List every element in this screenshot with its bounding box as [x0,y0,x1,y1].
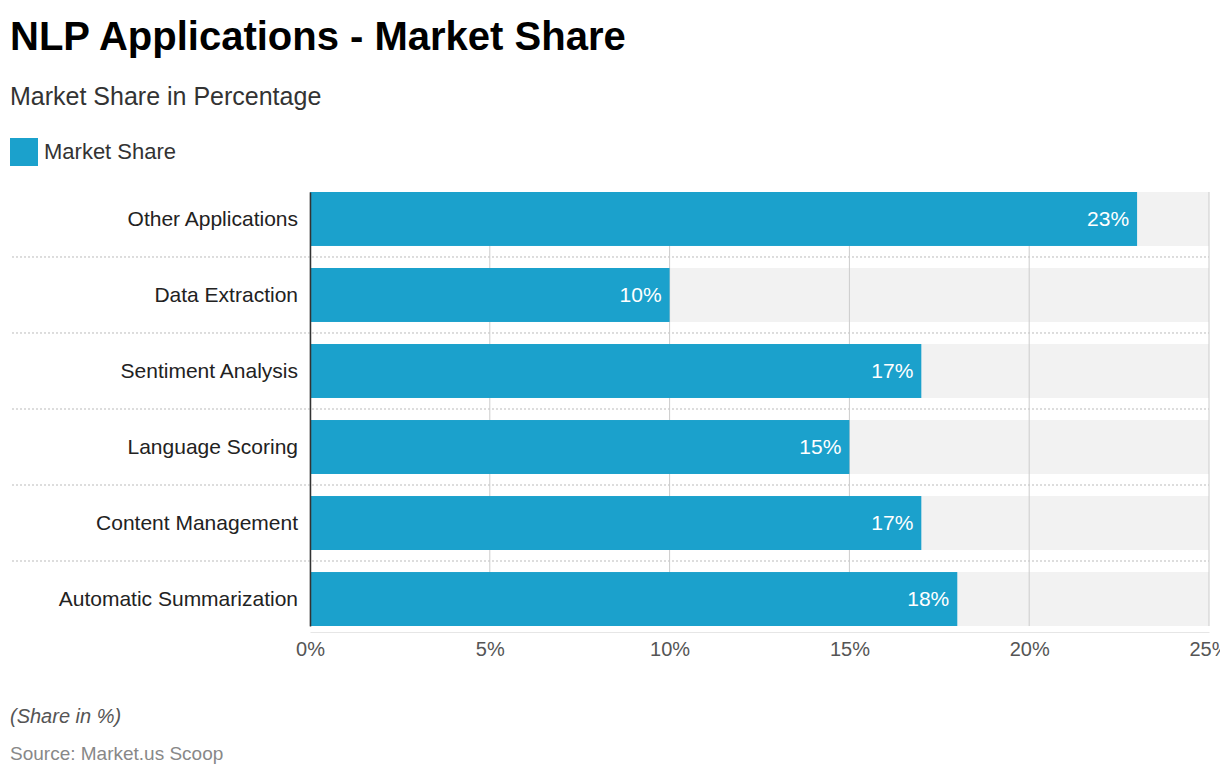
grid-line [1209,192,1210,626]
subtitle: Market Share in Percentage [10,82,321,110]
y-tick: Data Extraction [154,283,310,306]
y-tick: Language Scoring [128,435,310,458]
data-label: 15% [799,435,841,458]
x-tick-label: 10% [650,638,690,660]
data-label: 18% [907,587,949,610]
row-background [310,344,1209,398]
x-axis: 0% 5% 10% 15% 20% 25% [296,632,1220,660]
x-axis-line [311,632,1210,633]
bar [310,572,957,626]
data-label: 17% [871,511,913,534]
grid [310,192,1209,626]
x-tick: 0% [296,632,325,660]
y-axis: Other Applications Data Extraction Sentime… [59,193,311,627]
row-background [310,572,1209,626]
bar [310,268,670,322]
bar [310,192,1137,246]
row-background [310,496,1209,550]
x-tick-label: 15% [830,638,870,660]
data-label: 10% [620,283,662,306]
grid-line [669,192,670,626]
grid-line [1029,192,1030,626]
row-background [310,268,1209,322]
y-tick-label: Automatic Summarization [59,587,298,610]
x-tick-label: 25% [1189,638,1220,660]
y-tick-label: Sentiment Analysis [121,359,298,382]
grid-line [849,192,850,626]
chart: NLP Applications - Market Share Market Sh… [0,0,1220,778]
legend-item: Market Share [10,138,176,166]
legend-label: Market Share [44,139,176,164]
annotation: (Share in %) [10,705,121,727]
title: NLP Applications - Market Share [10,14,626,58]
data-label: 23% [1087,207,1129,230]
y-tick: Sentiment Analysis [121,359,310,382]
x-tick-label: 5% [476,638,505,660]
x-tick-label: 20% [1010,638,1050,660]
x-tick: 15% [830,632,870,660]
row-background [310,420,1209,474]
y-tick-label: Data Extraction [154,283,298,306]
y-tick: Content Management [96,511,310,534]
y-tick-label: Content Management [96,511,298,534]
x-tick: 20% [1010,632,1050,660]
data-label: 17% [871,359,913,382]
row-background [310,192,1209,246]
x-tick: 10% [650,632,690,660]
y-tick-label: Other Applications [128,207,298,230]
bar [310,420,849,474]
annotation: Source: Market.us Scoop [10,743,223,764]
x-tick-label: 0% [296,638,325,660]
x-tick: 25% [1189,632,1220,660]
y-tick: Other Applications [128,207,310,230]
bar [310,496,921,550]
bars [310,192,1137,626]
bar [310,344,921,398]
x-tick: 5% [476,632,505,660]
y-tick-label: Language Scoring [128,435,298,458]
grid-line [489,192,490,626]
y-tick: Automatic Summarization [59,587,310,610]
legend-swatch [10,138,38,166]
y-axis-line [310,193,312,627]
grid-line [310,192,311,626]
data-labels: 23% 10% 17% 15% 17% 18% [620,207,1130,610]
